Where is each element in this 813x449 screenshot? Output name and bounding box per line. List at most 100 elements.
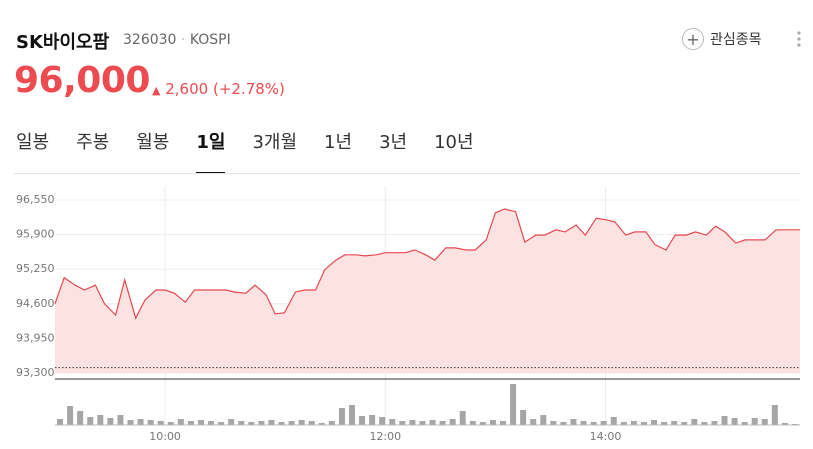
volume-bar: [248, 422, 255, 425]
period-tab[interactable]: 1년: [324, 132, 353, 153]
change-amount: 2,600: [165, 80, 209, 98]
volume-bar: [218, 422, 225, 425]
volume-bar: [711, 421, 718, 425]
y-tick-label: 95,250: [16, 262, 55, 275]
period-tab[interactable]: 3년: [379, 132, 408, 153]
y-tick-label: 93,300: [16, 366, 55, 379]
volume-bar: [369, 415, 376, 425]
volume-bar: [107, 418, 114, 425]
volume-bar: [570, 419, 577, 425]
x-tick-label: 14:00: [590, 430, 622, 443]
volume-bar: [661, 422, 668, 425]
volume-bar: [97, 415, 104, 425]
volume-bar: [469, 421, 476, 425]
volume-bar: [761, 419, 768, 425]
volume-bar: [308, 421, 315, 425]
volume-bar: [177, 419, 184, 425]
volume-bar: [67, 406, 74, 425]
volume-bar: [500, 421, 507, 425]
y-tick-label: 93,950: [16, 331, 55, 344]
volume-bar: [87, 417, 94, 425]
volume-bar: [298, 420, 305, 425]
volume-bar: [620, 422, 627, 425]
volume-bar: [479, 422, 486, 425]
volume-bar: [540, 415, 547, 425]
volume-bar: [771, 405, 778, 425]
volume-bar: [127, 420, 134, 425]
period-tabs: 일봉 주봉 월봉 1일 3개월 1년 3년 10년: [16, 128, 501, 174]
volume-bar: [459, 411, 466, 425]
volume-bar: [610, 417, 617, 425]
menu-icon[interactable]: [797, 30, 801, 48]
volume-bar: [550, 421, 557, 425]
volume-bar: [439, 421, 446, 425]
volume-bar: [731, 418, 738, 425]
volume-bar: [167, 422, 174, 425]
volume-bar: [791, 424, 798, 425]
y-tick-label: 95,900: [16, 228, 55, 241]
price: 96,000: [14, 60, 150, 101]
stock-code: 326030 · KOSPI: [123, 32, 231, 48]
change-percent: (+2.78%): [212, 80, 285, 98]
price-line: [54, 208, 800, 320]
code: 326030: [123, 32, 177, 48]
volume-bar: [328, 421, 335, 425]
x-tick-label: 10:00: [149, 430, 181, 443]
volume-bar: [268, 420, 275, 425]
volume-bar: [338, 408, 345, 425]
volume-bar: [228, 419, 235, 425]
period-tab[interactable]: 주봉: [76, 132, 110, 153]
volume-bar: [651, 420, 658, 425]
watch-button[interactable]: + 관심종목: [682, 28, 762, 50]
watch-label: 관심종목: [710, 32, 762, 48]
volume-bar: [681, 422, 688, 425]
volume-bar: [640, 422, 647, 425]
volume-bar: [238, 421, 245, 425]
volume-bar: [288, 421, 295, 425]
volume-bar: [389, 419, 396, 425]
volume-bar: [600, 421, 607, 425]
volume-bar: [520, 410, 527, 425]
volume-bar: [258, 421, 265, 425]
price-change: ▲ 2,600 (+2.78%): [152, 80, 285, 98]
volume-bar: [399, 421, 406, 425]
volume-bar: [359, 416, 366, 425]
separator: ·: [180, 32, 186, 48]
period-tab[interactable]: 월봉: [136, 132, 170, 153]
volume-bar: [57, 419, 64, 425]
volume-bar: [701, 422, 708, 425]
volume-bar: [147, 420, 154, 425]
period-tab[interactable]: 3개월: [252, 132, 298, 153]
period-tab[interactable]: 일봉: [16, 132, 50, 153]
volume-bar: [530, 419, 537, 425]
y-tick-label: 96,550: [16, 193, 55, 206]
x-tick-label: 12:00: [369, 430, 401, 443]
y-tick-label: 94,600: [16, 297, 55, 310]
volume-bar: [77, 411, 84, 425]
volume-bar: [671, 421, 678, 425]
volume-bar: [197, 420, 204, 425]
exchange: KOSPI: [189, 32, 231, 48]
volume-bar: [751, 418, 758, 425]
stock-name: SK바이오팜: [16, 32, 110, 53]
period-tab[interactable]: 10년: [434, 132, 474, 153]
volume-bar: [429, 420, 436, 425]
volume-bar: [721, 416, 728, 425]
volume-bar: [278, 422, 285, 425]
period-tab[interactable]: 1일: [196, 128, 226, 174]
volume-bar: [157, 421, 164, 425]
volume-bar: [348, 405, 355, 425]
volume-bar: [781, 423, 788, 425]
volume-bar: [137, 419, 144, 425]
volume-bar: [489, 420, 496, 425]
volume-bar: [379, 417, 386, 425]
volume-bar: [117, 415, 124, 425]
volume-bar: [449, 419, 456, 425]
volume-bar: [318, 423, 325, 425]
volume-bar: [590, 422, 597, 425]
price-area: [55, 209, 800, 373]
volume-bar: [419, 421, 426, 425]
volume-bar: [409, 420, 416, 425]
volume-bar: [510, 384, 517, 425]
volume-bar: [208, 421, 215, 425]
